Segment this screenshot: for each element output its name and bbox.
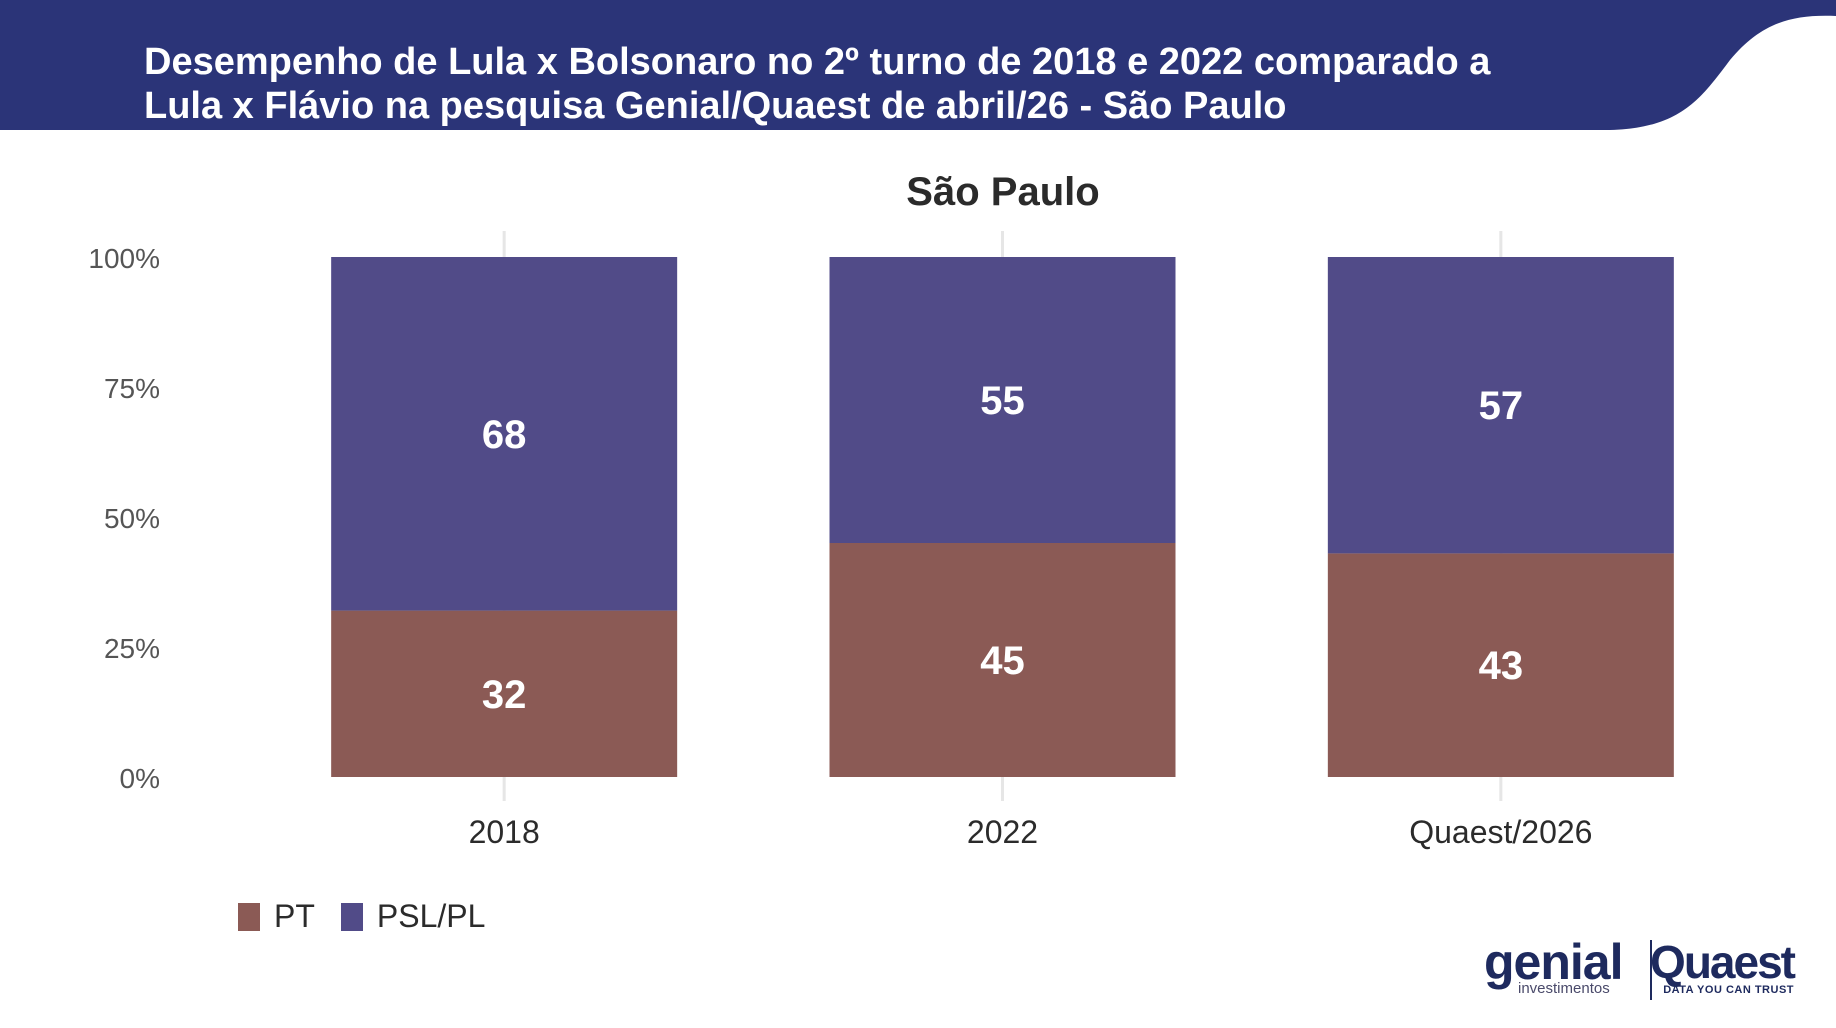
data-label: 43 [1479,644,1524,688]
bar-pt-1 [829,543,1176,777]
chart-legend: PT PSL/PL [238,898,511,935]
x-tick-label: 2022 [967,814,1038,850]
y-tick-label: 25% [104,633,160,664]
bar-pslpl-2 [1327,257,1674,554]
page-title: Desempenho de Lula x Bolsonaro no 2º tur… [144,40,1490,128]
bar-pslpl-1 [829,257,1176,543]
legend-label-pslpl: PSL/PL [376,898,486,934]
legend-swatch-pslpl [340,902,363,931]
genial-logo: genial [1484,934,1623,990]
data-label: 68 [482,413,527,457]
x-tick-label: 2018 [469,814,540,850]
page-title-line-1: Desempenho de Lula x Bolsonaro no 2º tur… [144,41,1491,83]
brand-logos: genial investimentos Quaest DATA YOU CAN… [1484,934,1796,1004]
quaest-logo-subtitle: DATA YOU CAN TRUST [1663,984,1794,996]
y-tick-label: 50% [104,503,160,534]
legend-label-pt: PT [274,898,315,934]
data-label: 57 [1479,384,1524,428]
bar-pt-2 [1327,553,1674,777]
bar-pslpl-0 [331,257,678,611]
y-tick-label: 0% [120,763,160,794]
logo-divider [1650,940,1652,1000]
y-tick-label: 100% [88,243,160,274]
y-tick-label: 75% [104,373,160,404]
quaest-logo: Quaest [1650,936,1796,988]
data-label: 45 [980,639,1025,683]
data-label: 55 [980,379,1025,423]
x-tick-label: Quaest/2026 [1409,814,1592,850]
bar-pt-0 [331,610,678,777]
legend-swatch-pt [238,902,260,931]
legend-item-pslpl: PSL/PL [340,898,486,935]
banner-shape [0,0,1836,130]
header-banner: Desempenho de Lula x Bolsonaro no 2º tur… [0,0,1836,132]
data-label: 32 [482,673,527,717]
chart-title: São Paulo [906,170,1100,214]
genial-logo-subtitle: investimentos [1518,980,1610,997]
legend-item-pt: PT [238,898,315,935]
page-title-line-2: Lula x Flávio na pesquisa Genial/Quaest … [144,85,1287,127]
